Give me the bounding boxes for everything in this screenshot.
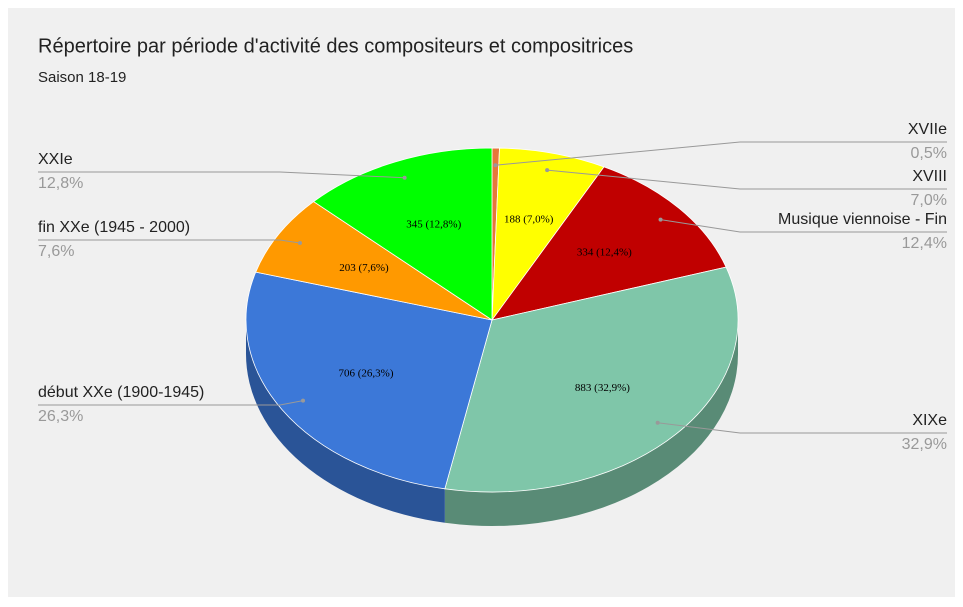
slice-label: 188 (7,0%) [504, 214, 554, 226]
legend-label: XXIe [38, 151, 73, 168]
leader-line [38, 171, 405, 179]
leader-dot [301, 398, 306, 403]
slice-label: 345 (12,8%) [406, 219, 461, 231]
leader-line [657, 422, 947, 434]
leader-dot [493, 163, 498, 168]
leader-line [38, 400, 304, 406]
slice [491, 166, 727, 321]
slice-label: 334 (12,4%) [577, 247, 632, 259]
legend-label: début XXe (1900-1945) [38, 384, 204, 401]
slice-side [246, 320, 445, 523]
leader-dot [297, 240, 302, 245]
slice [491, 147, 605, 322]
chart-title: Répertoire par période d'activité des co… [38, 35, 633, 57]
leader-dot [545, 168, 550, 173]
slice-label: 203 (7,6%) [339, 262, 389, 274]
legend-label: XVIIe [908, 121, 947, 138]
leader-dot [655, 420, 660, 425]
leader-line [547, 169, 947, 190]
legend-label: fin XXe (1945 - 2000) [38, 219, 190, 236]
leader-line [495, 141, 947, 166]
leader-line [38, 239, 301, 244]
legend-percent: 12,8% [38, 175, 83, 192]
slice [255, 201, 493, 321]
legend-percent: 32,9% [902, 436, 947, 453]
chart-subtitle: Saison 18-19 [38, 69, 126, 86]
legend-percent: 26,3% [38, 408, 83, 425]
slice [312, 147, 493, 321]
slice [444, 266, 739, 493]
slice-label: 706 (26,3%) [339, 367, 394, 379]
leader-line [660, 219, 947, 233]
slice-label: 883 (32,9%) [575, 382, 630, 394]
leader-dot [402, 175, 407, 180]
legend-label: XVIII [912, 168, 947, 185]
slice [245, 271, 493, 490]
legend-label: XIXe [912, 412, 947, 429]
leader-dot [658, 217, 663, 222]
legend-percent: 7,6% [38, 243, 74, 260]
legend-label: Musique viennoise - Fin [778, 211, 947, 228]
legend-percent: 7,0% [911, 192, 947, 209]
legend-percent: 12,4% [902, 235, 947, 252]
legend-percent: 0,5% [911, 145, 947, 162]
slice-side [444, 320, 738, 526]
